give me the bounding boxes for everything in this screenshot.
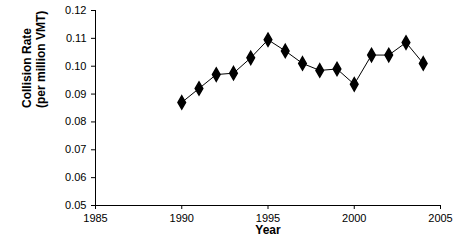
svg-text:Collision Rate(per million VMT: Collision Rate(per million VMT) [20,11,48,108]
svg-text:2000: 2000 [342,212,366,224]
svg-text:2005: 2005 [428,212,452,224]
svg-text:0.11: 0.11 [66,32,87,44]
svg-text:1990: 1990 [170,212,194,224]
svg-text:0.08: 0.08 [65,115,86,127]
svg-text:0.09: 0.09 [65,88,86,100]
svg-text:1985: 1985 [83,212,107,224]
svg-text:0.06: 0.06 [65,171,86,183]
svg-text:0.07: 0.07 [65,143,86,155]
svg-text:0.12: 0.12 [65,4,86,16]
svg-text:0.05: 0.05 [65,199,86,211]
svg-text:Year: Year [255,223,281,237]
svg-text:0.10: 0.10 [65,60,86,72]
svg-text:1995: 1995 [255,212,281,225]
